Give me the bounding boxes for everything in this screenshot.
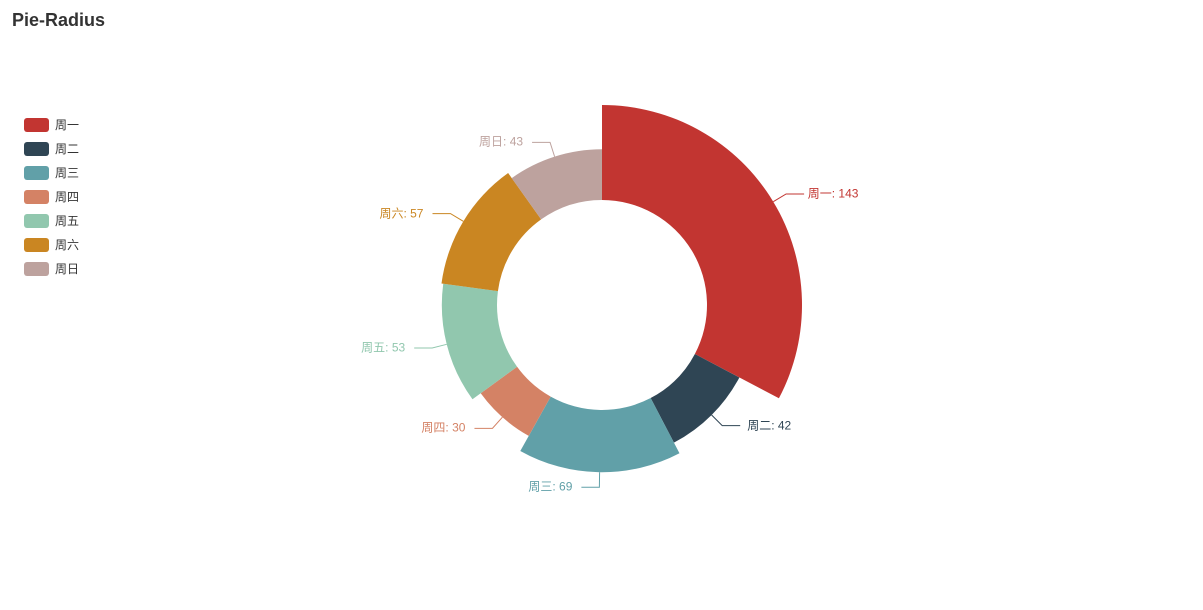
leader-line bbox=[711, 415, 740, 426]
legend: 周一 周二 周三 周四 周五 周六 周日 bbox=[24, 116, 79, 277]
legend-marker-icon bbox=[24, 214, 49, 228]
slice-label: 周日: 43 bbox=[479, 133, 523, 150]
legend-marker-icon bbox=[24, 190, 49, 204]
leader-line bbox=[532, 142, 555, 156]
chart-title: Pie-Radius bbox=[12, 10, 105, 31]
legend-item-fri[interactable]: 周五 bbox=[24, 212, 79, 229]
legend-label: 周一 bbox=[55, 116, 79, 133]
legend-label: 周二 bbox=[55, 140, 79, 157]
leader-line bbox=[773, 194, 804, 202]
legend-item-sun[interactable]: 周日 bbox=[24, 260, 79, 277]
legend-label: 周四 bbox=[55, 188, 79, 205]
leader-line bbox=[432, 214, 463, 222]
leader-line bbox=[414, 344, 447, 348]
slice-label: 周三: 69 bbox=[528, 478, 572, 495]
leader-line bbox=[581, 472, 599, 487]
slice-label: 周二: 42 bbox=[747, 416, 791, 433]
legend-marker-icon bbox=[24, 142, 49, 156]
legend-marker-icon bbox=[24, 238, 49, 252]
legend-label: 周五 bbox=[55, 212, 79, 229]
legend-item-mon[interactable]: 周一 bbox=[24, 116, 79, 133]
legend-item-sat[interactable]: 周六 bbox=[24, 236, 79, 253]
slice-label: 周六: 57 bbox=[379, 204, 423, 221]
legend-label: 周日 bbox=[55, 260, 79, 277]
pie-chart bbox=[252, 0, 952, 610]
legend-label: 周三 bbox=[55, 164, 79, 181]
legend-marker-icon bbox=[24, 166, 49, 180]
slice-label: 周一: 143 bbox=[808, 184, 859, 201]
legend-item-wed[interactable]: 周三 bbox=[24, 164, 79, 181]
leader-line bbox=[474, 417, 502, 428]
slice-label: 周四: 30 bbox=[421, 419, 465, 436]
legend-marker-icon bbox=[24, 118, 49, 132]
legend-label: 周六 bbox=[55, 236, 79, 253]
legend-item-thu[interactable]: 周四 bbox=[24, 188, 79, 205]
slice-label: 周五: 53 bbox=[361, 339, 405, 356]
legend-item-tue[interactable]: 周二 bbox=[24, 140, 79, 157]
pie-slice[interactable] bbox=[602, 105, 802, 398]
legend-marker-icon bbox=[24, 262, 49, 276]
